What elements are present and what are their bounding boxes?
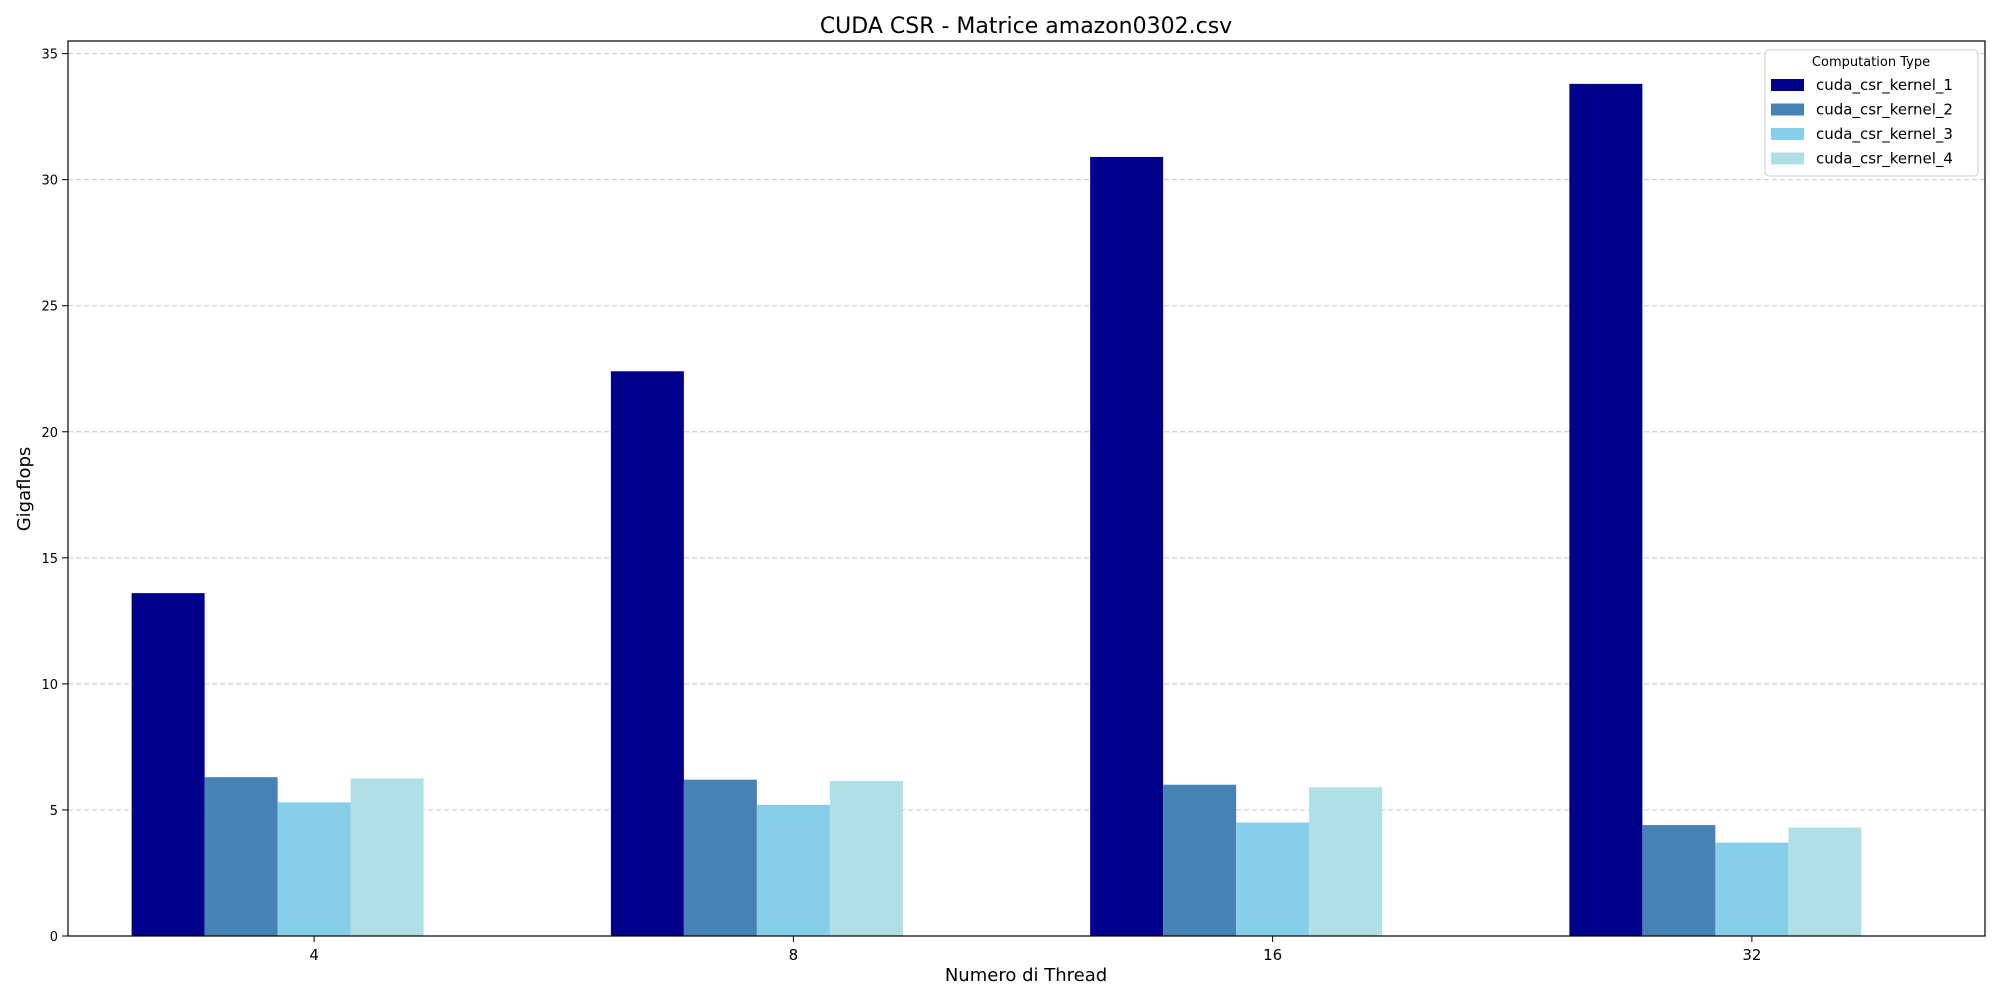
bars [131,83,1862,937]
legend-label-cuda_csr_kernel_3: cuda_csr_kernel_3 [1816,125,1953,144]
bar-cuda_csr_kernel_2-4 [204,777,278,936]
y-axis-label: Gigaflops [14,447,35,532]
legend-title: Computation Type [1812,55,1930,70]
chart-title: CUDA CSR - Matrice amazon0302.csv [820,14,1232,39]
bar-cuda_csr_kernel_3-32 [1715,842,1789,936]
bar-cuda_csr_kernel_3-8 [756,804,830,936]
legend-box [1764,49,1979,177]
x-tick-label: 8 [789,946,799,964]
legend-swatch-cuda_csr_kernel_3 [1771,128,1804,140]
x-axis-ticks: 4 8 16 32 [309,936,1761,964]
y-tick-label: 20 [41,426,58,441]
legend-swatch-cuda_csr_kernel_4 [1771,152,1804,165]
bar-cuda_csr_kernel_2-8 [683,779,757,936]
y-axis-ticks: 0 5 10 15 20 25 30 35 [41,48,68,945]
y-tick-label: 10 [41,678,58,693]
plot-frame [67,40,1986,937]
y-tick-label: 5 [50,804,58,819]
bar-cuda_csr_kernel_4-16 [1309,787,1383,936]
x-axis-label: Numero di Thread [945,965,1107,986]
x-tick-label: 4 [309,946,319,964]
legend-label-cuda_csr_kernel_1: cuda_csr_kernel_1 [1816,76,1953,95]
bar-cuda_csr_kernel_1-8 [610,371,684,937]
bar-cuda_csr_kernel_2-32 [1642,825,1716,936]
bar-cuda_csr_kernel_2-16 [1163,784,1237,936]
x-tick-label: 32 [1742,946,1761,964]
legend-items: cuda_csr_kernel_1 cuda_csr_kernel_2 cuda_c… [1771,76,1953,169]
y-tick-label: 0 [50,930,58,945]
y-tick-label: 25 [41,300,58,315]
y-tick-label: 15 [41,552,58,567]
y-tick-label: 35 [41,48,58,63]
legend: Computation Type cuda_csr_kernel_1cuda_c… [1764,49,1979,177]
x-tick-label: 16 [1263,946,1282,964]
bar-cuda_csr_kernel_3-16 [1236,822,1310,936]
legend-swatch-cuda_csr_kernel_1 [1771,79,1804,91]
bar-cuda_csr_kernel_4-8 [829,780,903,936]
bar-cuda_csr_kernel_4-4 [350,778,424,936]
legend-label-cuda_csr_kernel_4: cuda_csr_kernel_4 [1816,150,1953,169]
legend-label-cuda_csr_kernel_2: cuda_csr_kernel_2 [1816,101,1953,120]
bar-cuda_csr_kernel_1-32 [1569,83,1643,937]
bar-cuda_csr_kernel_1-16 [1090,156,1164,937]
bar-cuda_csr_kernel_1-4 [131,593,205,936]
bar-cuda_csr_kernel_4-32 [1788,827,1862,936]
y-tick-label: 30 [41,174,58,189]
bar-cuda_csr_kernel_3-4 [277,802,351,936]
legend-swatch-cuda_csr_kernel_2 [1771,103,1804,116]
